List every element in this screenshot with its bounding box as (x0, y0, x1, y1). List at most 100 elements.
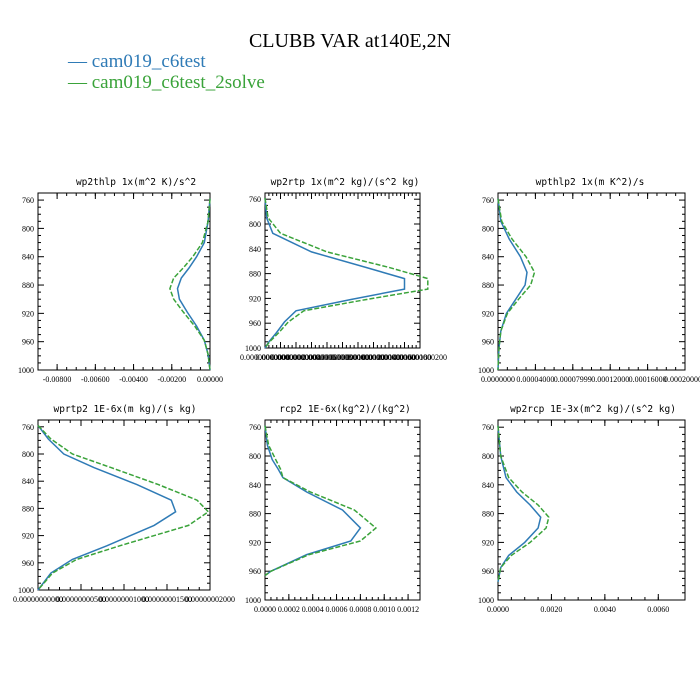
plot-frame-6 (497, 419, 686, 601)
series-line-1-panel-5 (264, 425, 362, 577)
y-tick-label: 760 (22, 423, 34, 432)
x-tick-label: 0.00007999 (554, 375, 592, 384)
y-tick-label: 840 (22, 253, 34, 262)
y-tick-label: 760 (22, 196, 34, 205)
x-tick-label: -0.00800 (43, 375, 72, 384)
y-tick-label: 840 (482, 253, 494, 262)
y-tick-label: 760 (249, 423, 261, 432)
y-tick-label: 840 (249, 481, 261, 490)
series-line-1-panel-2 (264, 197, 406, 349)
y-tick-label: 1000 (478, 596, 494, 605)
y-tick-label: 880 (249, 510, 261, 519)
y-tick-label: 760 (482, 423, 494, 432)
x-tick-label: 0.0060 (647, 605, 669, 614)
y-tick-label: 880 (249, 270, 261, 279)
y-tick-label: 800 (482, 452, 494, 461)
y-tick-label: 800 (249, 452, 261, 461)
y-tick-label: 800 (22, 450, 34, 459)
x-tick-label: 0.00000000500 (56, 595, 106, 604)
series-line-1-panel-3 (497, 198, 528, 371)
y-tick-label: 960 (482, 567, 494, 576)
y-tick-label: 800 (482, 224, 494, 233)
x-tick-label: 0.0000 (254, 605, 276, 614)
y-tick-label: 880 (482, 281, 494, 290)
x-tick-label: 0.000000000140 (347, 353, 401, 362)
y-tick-label: 1000 (245, 344, 261, 353)
x-tick-label: 0.0002 (278, 605, 300, 614)
x-tick-label: 0.0004 (302, 605, 324, 614)
x-tick-label: -0.00200 (157, 375, 186, 384)
y-tick-label: 760 (249, 195, 261, 204)
x-tick-label: 0.00000 (197, 375, 223, 384)
y-tick-label: 800 (249, 220, 261, 229)
x-tick-label: 0.000000000100 (316, 353, 370, 362)
y-tick-label: 960 (22, 559, 34, 568)
y-tick-label: 920 (482, 309, 494, 318)
x-tick-label: 0.0012 (397, 605, 419, 614)
panel-title-1: wp2thlp 1x(m^2 K)/s^2 (76, 177, 196, 188)
legend-item-cam019-c6test: — cam019_c6test (68, 51, 206, 72)
y-tick-label: 920 (22, 309, 34, 318)
y-tick-label: 760 (482, 196, 494, 205)
plot-frame-1 (37, 192, 211, 371)
legend-item-cam019-c6test-2solve: — cam019_c6test_2solve (68, 72, 265, 93)
y-tick-label: 920 (482, 538, 494, 547)
x-tick-label: 0.00000000004 (271, 353, 321, 362)
x-tick-label: 0.00000000000 (240, 353, 290, 362)
x-tick-label: 0.0040 (594, 605, 616, 614)
series-line-1-panel-4 (37, 424, 177, 591)
x-tick-label: 0.00004000 (516, 375, 554, 384)
panel-title-3: wpthlp2 1x(m K^2)/s (536, 177, 645, 188)
x-tick-label: -0.00600 (81, 375, 110, 384)
series-line-2-panel-1 (169, 198, 211, 371)
x-tick-label: -0.00400 (119, 375, 148, 384)
y-tick-label: 960 (249, 319, 261, 328)
x-tick-label: 0.0008 (349, 605, 371, 614)
y-tick-label: 920 (22, 532, 34, 541)
x-tick-label: 0.00000000000 (13, 595, 63, 604)
x-tick-label: 0.000000000120 (331, 353, 385, 362)
y-tick-label: 800 (22, 224, 34, 233)
x-tick-label: 0.0000 (487, 605, 509, 614)
panel-title-4: wprtp2 1E-6x(m kg)/(s kg) (54, 404, 197, 415)
x-tick-label: 0.00012000 (591, 375, 629, 384)
y-tick-label: 1000 (245, 596, 261, 605)
y-tick-label: 880 (22, 504, 34, 513)
series-line-2-panel-6 (497, 425, 550, 583)
x-tick-label: 0.00000001000 (99, 595, 149, 604)
y-tick-label: 960 (22, 338, 34, 347)
y-tick-label: 880 (22, 281, 34, 290)
x-tick-label: 0.000200000 (664, 375, 700, 384)
y-tick-label: 960 (249, 567, 261, 576)
panel-title-2: wp2rtp 1x(m^2 kg)/(s^2 kg) (271, 177, 420, 188)
series-line-2-panel-2 (264, 197, 429, 349)
x-tick-label: 0.0010 (373, 605, 395, 614)
chart-main-title: CLUBB VAR at140E,2N (248, 30, 452, 52)
x-tick-label: 0.000000000200 (393, 353, 447, 362)
panel-title-6: wp2rcp 1E-3x(m^2 kg)/(s^2 kg) (510, 404, 676, 415)
y-tick-label: 1000 (18, 366, 34, 375)
y-tick-label: 840 (249, 245, 261, 254)
series-line-1-panel-6 (497, 425, 542, 583)
x-tick-label: 0.00000000006 (287, 353, 337, 362)
series-line-2-panel-4 (37, 424, 210, 591)
y-tick-label: 840 (22, 477, 34, 486)
y-tick-label: 840 (482, 481, 494, 490)
y-tick-label: 880 (482, 510, 494, 519)
x-tick-label: 0.00000001500 (142, 595, 192, 604)
panel-title-5: rcp2 1E-6x(kg^2)/(kg^2) (279, 404, 411, 415)
x-tick-label: 0.0006 (326, 605, 348, 614)
series-line-2-panel-5 (264, 425, 378, 577)
x-tick-label: 0.00000002000 (185, 595, 235, 604)
x-tick-label: 0.00016000 (629, 375, 667, 384)
y-tick-label: 1000 (478, 366, 494, 375)
x-tick-label: 0.000000000160 (362, 353, 416, 362)
y-tick-label: 920 (249, 294, 261, 303)
x-tick-label: 0.00000000008 (302, 353, 352, 362)
x-tick-label: 0.000000000180 (378, 353, 432, 362)
y-tick-label: 1000 (18, 586, 34, 595)
y-tick-label: 960 (482, 338, 494, 347)
y-tick-label: 920 (249, 538, 261, 547)
x-tick-label: 0.0020 (540, 605, 562, 614)
